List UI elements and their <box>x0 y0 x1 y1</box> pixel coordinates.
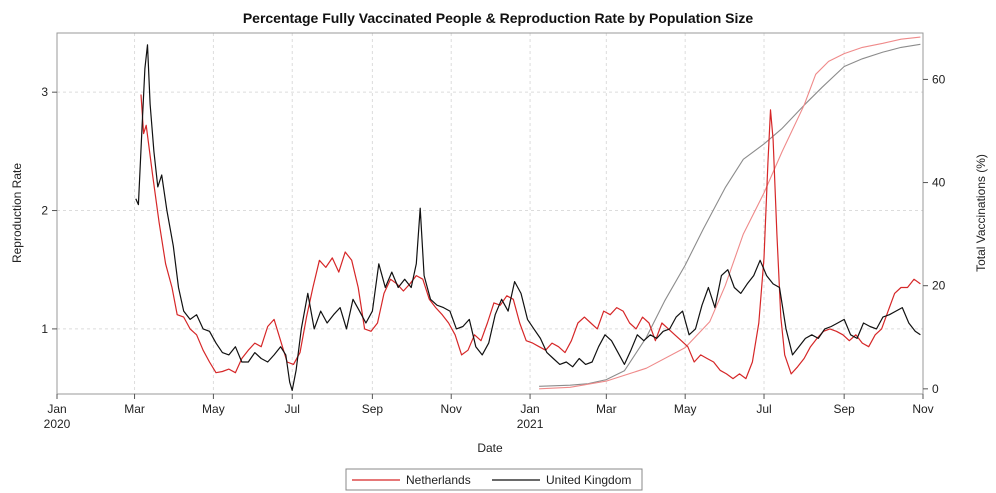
x-tick-label: Jul <box>756 402 771 416</box>
y-axis-left-title: Reproduction Rate <box>10 163 24 263</box>
y-left-tick-label: 3 <box>41 85 48 99</box>
y-right-tick-label: 40 <box>932 176 946 190</box>
plot-frame <box>56 32 924 395</box>
x-tick-label: Sep <box>362 402 384 416</box>
x-tick-year-label: 2021 <box>517 417 544 431</box>
y-axis-left: 1 2 3 <box>41 85 57 336</box>
y-axis-right-title: Total Vaccinations (%) <box>974 154 988 272</box>
legend: Netherlands United Kingdom <box>345 468 643 491</box>
x-tick-label: Jan <box>520 402 539 416</box>
x-tick-label: May <box>202 402 225 416</box>
y-right-tick-label: 60 <box>932 72 946 86</box>
series-layer <box>135 36 921 391</box>
y-left-tick-label: 2 <box>41 204 48 218</box>
legend-label-united-kingdom: United Kingdom <box>546 473 631 487</box>
x-tick-label: Nov <box>912 402 933 416</box>
y-right-tick-label: 0 <box>932 382 939 396</box>
series-line-netherlands-reproduction-rate <box>140 94 921 380</box>
x-tick-label: Jan <box>47 402 66 416</box>
series-line-netherlands-vaccinations <box>539 36 921 390</box>
x-tick-label: Mar <box>596 402 617 416</box>
chart-title: Percentage Fully Vaccinated People & Rep… <box>243 10 754 26</box>
x-tick-label: May <box>674 402 697 416</box>
series-line-united-kingdom-vaccinations <box>539 43 921 387</box>
x-tick-year-label: 2020 <box>44 417 71 431</box>
x-tick-label: Nov <box>441 402 462 416</box>
y-right-tick-label: 20 <box>932 279 946 293</box>
series-line-united-kingdom-reproduction-rate <box>135 44 921 391</box>
legend-label-netherlands: Netherlands <box>406 473 471 487</box>
x-tick-label: Jul <box>285 402 300 416</box>
x-tick-label: Sep <box>833 402 855 416</box>
x-tick-label: Mar <box>124 402 145 416</box>
y-axis-right: 0 20 40 60 <box>923 72 946 396</box>
x-axis-title: Date <box>477 441 503 455</box>
y-left-tick-label: 1 <box>41 322 48 336</box>
